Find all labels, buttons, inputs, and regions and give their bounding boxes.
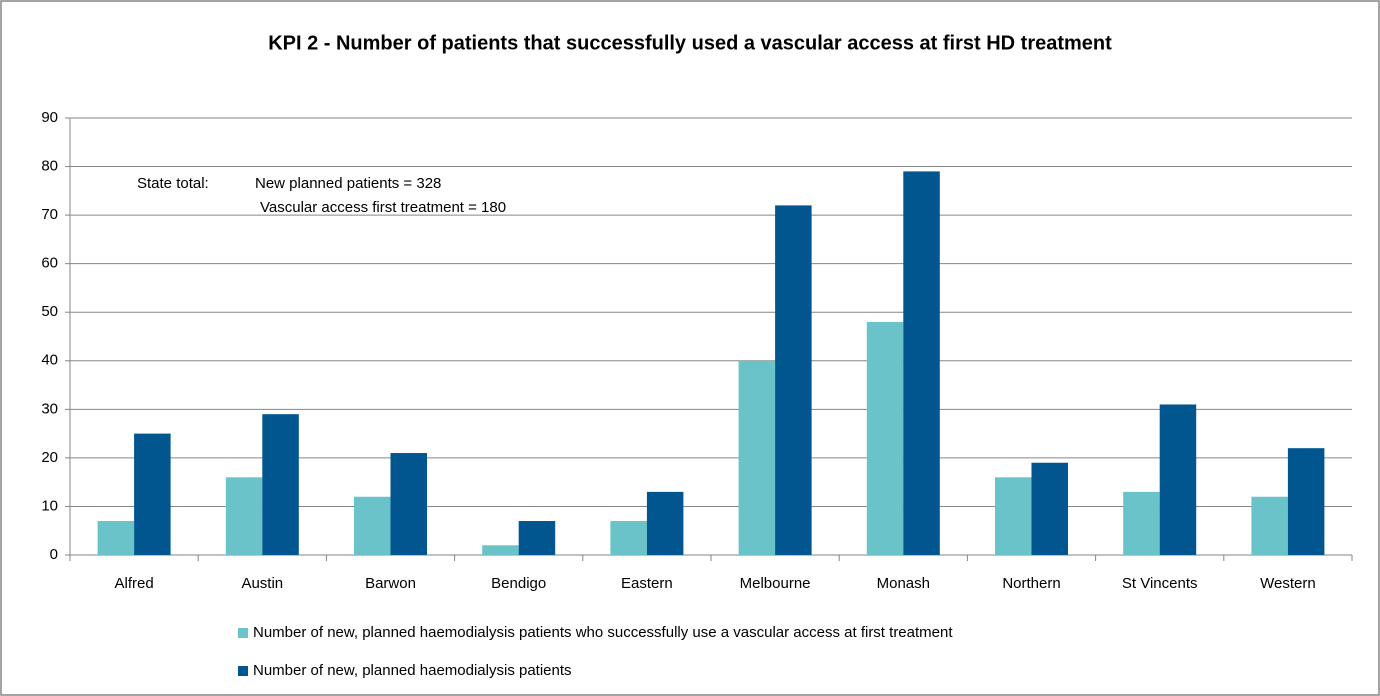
bar	[1251, 496, 1288, 555]
y-tick-label: 80	[41, 158, 58, 175]
x-tick-label: Northern	[1002, 575, 1060, 592]
x-tick-label: Barwon	[365, 575, 416, 592]
bar	[1287, 448, 1325, 555]
y-tick-label: 30	[41, 400, 58, 417]
y-tick-label: 10	[41, 497, 58, 514]
x-tick-label: Monash	[877, 575, 930, 592]
y-tick-label: 20	[41, 449, 58, 466]
legend-label: Number of new, planned haemodialysis pat…	[253, 624, 953, 641]
bar	[1123, 491, 1160, 555]
bar	[482, 545, 519, 555]
y-tick-label: 50	[41, 303, 58, 320]
bar	[262, 414, 299, 555]
bar	[390, 453, 427, 555]
y-tick-label: 70	[41, 206, 58, 223]
bar	[775, 205, 812, 555]
x-tick-label: Melbourne	[740, 575, 811, 592]
bar	[903, 171, 940, 555]
x-tick-label: Eastern	[621, 575, 673, 592]
bar	[225, 477, 263, 555]
bar	[518, 521, 556, 555]
x-tick-label: Bendigo	[491, 575, 546, 592]
legend-swatch	[238, 666, 248, 676]
bar	[866, 321, 904, 555]
bar	[1031, 462, 1068, 555]
y-tick-label: 60	[41, 255, 58, 272]
legend-label: Number of new, planned haemodialysis pat…	[253, 662, 572, 679]
bar	[995, 477, 1032, 555]
annotation: New planned patients = 328	[255, 175, 441, 192]
bar	[1159, 404, 1197, 555]
bar	[97, 521, 135, 555]
x-tick-label: Western	[1260, 575, 1316, 592]
bar	[134, 433, 171, 555]
bar	[646, 491, 684, 555]
x-tick-label: St Vincents	[1122, 575, 1198, 592]
bar	[738, 360, 776, 555]
y-tick-label: 90	[41, 109, 58, 126]
chart-title: KPI 2 - Number of patients that successf…	[268, 32, 1112, 54]
bar	[610, 521, 647, 555]
y-tick-label: 40	[41, 352, 58, 369]
bar	[354, 496, 391, 555]
annotation: State total:	[137, 175, 209, 192]
x-tick-label: Austin	[241, 575, 283, 592]
x-tick-label: Alfred	[115, 575, 154, 592]
annotation: Vascular access first treatment = 180	[260, 199, 506, 216]
y-tick-label: 0	[50, 546, 58, 563]
legend-swatch	[238, 628, 248, 638]
